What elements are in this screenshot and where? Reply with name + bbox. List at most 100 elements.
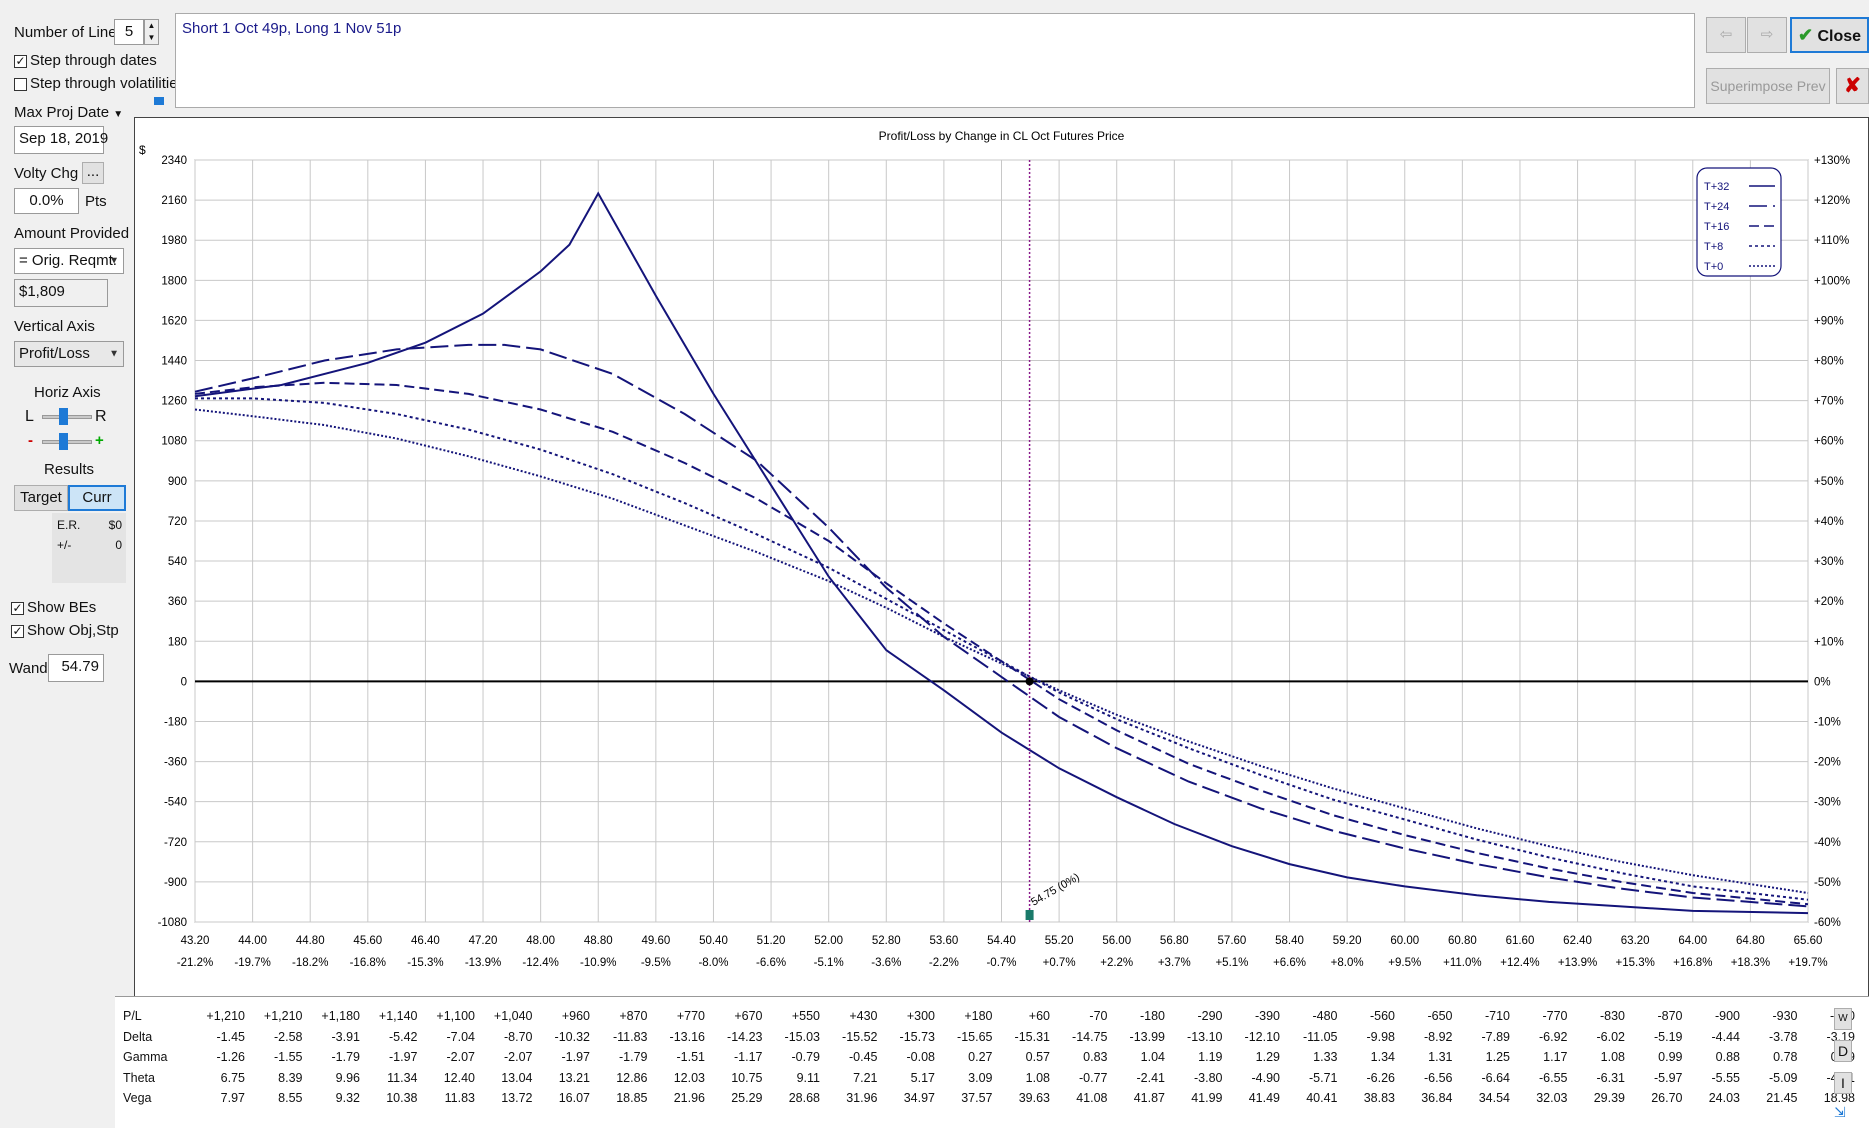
table-cell: -0.08 bbox=[906, 1050, 936, 1064]
table-cell: -4.44 bbox=[1711, 1029, 1741, 1044]
table-cell: 41.99 bbox=[1191, 1091, 1223, 1105]
export-icon[interactable]: ⇲ bbox=[1834, 1104, 1846, 1120]
table-cell: 9.96 bbox=[335, 1070, 360, 1085]
table-cell: -6.64 bbox=[1481, 1070, 1511, 1085]
next-button[interactable]: ⇨ bbox=[1747, 17, 1787, 53]
er-label: E.R. bbox=[57, 518, 81, 532]
step-vols-checkbox[interactable] bbox=[14, 78, 27, 91]
show-obj-checkbox[interactable]: ✓ bbox=[11, 624, 24, 638]
y-tick-label: 1080 bbox=[161, 436, 187, 448]
max-proj-text: Max Proj Date bbox=[14, 104, 110, 121]
table-cell: 11.83 bbox=[444, 1091, 475, 1105]
x-tick-pct-label: -3.6% bbox=[871, 957, 901, 969]
table-cell: 1.08 bbox=[1025, 1070, 1050, 1085]
current-price-marker bbox=[1025, 677, 1034, 686]
splitter-handle[interactable] bbox=[154, 97, 164, 105]
row-label: Vega bbox=[123, 1091, 152, 1105]
table-cell: +870 bbox=[619, 1009, 648, 1023]
show-bes-checkbox[interactable]: ✓ bbox=[11, 601, 24, 615]
series-line-tplus16 bbox=[194, 381, 1809, 906]
legend-label: T+24 bbox=[1704, 201, 1729, 213]
close-button[interactable]: ✔ Close bbox=[1790, 17, 1869, 53]
y-tick-label: 180 bbox=[168, 636, 187, 648]
amount-select-value: = Orig. Reqmt. bbox=[19, 252, 117, 269]
description-textarea[interactable]: Short 1 Oct 49p, Long 1 Nov 51p bbox=[175, 13, 1695, 108]
dropdown-arrow-icon: ▼ bbox=[113, 109, 124, 120]
y-tick-label: 0 bbox=[181, 676, 187, 688]
pl-chart[interactable]: Profit/Loss by Change in CL Oct Futures … bbox=[135, 118, 1869, 998]
table-cell: 36.84 bbox=[1421, 1091, 1453, 1105]
superimpose-prev-button[interactable]: Superimpose Prev bbox=[1706, 68, 1830, 104]
close-button-label: Close bbox=[1817, 28, 1862, 45]
volty-more-button[interactable]: ... bbox=[82, 162, 104, 184]
x-tick-pct-label: +6.6% bbox=[1273, 957, 1306, 969]
table-side-button-i[interactable]: I bbox=[1834, 1072, 1852, 1094]
y-tick-label: -1080 bbox=[158, 917, 187, 929]
table-cell: 1.04 bbox=[1140, 1050, 1165, 1064]
table-cell: +1,180 bbox=[321, 1009, 360, 1023]
table-cell: -5.55 bbox=[1711, 1070, 1741, 1085]
vertical-axis-select[interactable]: Profit/Loss ▼ bbox=[14, 341, 124, 367]
num-lines-input[interactable]: 5 bbox=[114, 19, 144, 45]
checkmark-icon: ✔ bbox=[1797, 25, 1814, 45]
table-cell: -290 bbox=[1197, 1009, 1223, 1023]
pct-tick-label: +110% bbox=[1814, 235, 1849, 247]
table-cell: -6.56 bbox=[1424, 1070, 1453, 1085]
x-tick-pct-label: -13.9% bbox=[465, 957, 501, 969]
table-cell: 26.70 bbox=[1651, 1091, 1683, 1105]
table-cell: 18.85 bbox=[616, 1091, 648, 1105]
table-side-button-w[interactable]: W bbox=[1834, 1008, 1852, 1030]
table-cell: 1.17 bbox=[1543, 1050, 1568, 1064]
horiz-axis-slider-thumb[interactable] bbox=[59, 408, 68, 425]
vertical-axis-label: Vertical Axis bbox=[14, 318, 95, 335]
x-tick-label: 60.00 bbox=[1390, 935, 1419, 947]
zoom-slider-thumb[interactable] bbox=[59, 433, 68, 450]
table-cell: -870 bbox=[1657, 1009, 1683, 1023]
target-button[interactable]: Target bbox=[14, 485, 68, 511]
wand-label: Wand bbox=[9, 660, 48, 677]
table-cell: -1.97 bbox=[389, 1050, 418, 1064]
table-cell: -9.98 bbox=[1366, 1029, 1396, 1044]
spin-up-icon[interactable]: ▲ bbox=[147, 21, 156, 30]
chart-panel: Profit/Loss by Change in CL Oct Futures … bbox=[134, 117, 1869, 997]
spin-down-icon[interactable]: ▼ bbox=[147, 33, 156, 42]
pct-tick-label: +20% bbox=[1814, 596, 1844, 608]
x-tick-pct-label: +0.7% bbox=[1043, 957, 1076, 969]
table-cell: 12.86 bbox=[616, 1070, 648, 1085]
table-cell: -1.97 bbox=[561, 1050, 591, 1064]
horiz-right-label: R bbox=[95, 408, 107, 425]
table-cell: -15.03 bbox=[784, 1029, 820, 1044]
x-tick-label: 57.60 bbox=[1218, 935, 1247, 947]
table-cell: 1.25 bbox=[1485, 1050, 1510, 1064]
x-tick-label: 54.40 bbox=[987, 935, 1016, 947]
pct-tick-label: -60% bbox=[1814, 917, 1841, 929]
x-tick-label: 44.00 bbox=[238, 935, 267, 947]
legend-label: T+0 bbox=[1704, 261, 1723, 273]
volty-input[interactable]: 0.0% bbox=[14, 188, 79, 214]
x-tick-pct-label: -15.3% bbox=[407, 957, 443, 969]
pct-tick-label: +60% bbox=[1814, 436, 1844, 448]
table-cell: -13.10 bbox=[1187, 1029, 1223, 1044]
table-cell: -14.75 bbox=[1072, 1029, 1108, 1044]
max-proj-label[interactable]: Max Proj Date ▼ bbox=[14, 104, 123, 121]
cancel-button[interactable]: ✘ bbox=[1836, 68, 1869, 104]
table-cell: 37.57 bbox=[961, 1091, 993, 1105]
x-tick-pct-label: +5.1% bbox=[1215, 957, 1248, 969]
prev-button[interactable]: ⇦ bbox=[1706, 17, 1746, 53]
amount-select[interactable]: = Orig. Reqmt. ▼ bbox=[14, 248, 124, 274]
table-cell: -15.31 bbox=[1014, 1029, 1050, 1044]
row-label: Delta bbox=[123, 1029, 153, 1044]
table-cell: 13.04 bbox=[501, 1070, 533, 1085]
step-dates-label: Step through dates bbox=[30, 52, 157, 69]
x-icon: ✘ bbox=[1844, 75, 1861, 97]
wand-input[interactable]: 54.79 bbox=[48, 654, 104, 682]
step-dates-checkbox[interactable]: ✓ bbox=[14, 54, 27, 68]
num-lines-spinner[interactable]: ▲ ▼ bbox=[144, 19, 159, 45]
table-cell: +1,140 bbox=[378, 1009, 418, 1023]
x-tick-label: 43.20 bbox=[181, 935, 210, 947]
pct-tick-label: +90% bbox=[1814, 315, 1844, 327]
table-cell: +670 bbox=[734, 1009, 763, 1023]
curr-bell-button[interactable]: Curr Bell bbox=[68, 485, 126, 528]
max-proj-date-input[interactable]: Sep 18, 2019 bbox=[14, 126, 108, 154]
table-side-button-d[interactable]: D bbox=[1834, 1040, 1852, 1062]
